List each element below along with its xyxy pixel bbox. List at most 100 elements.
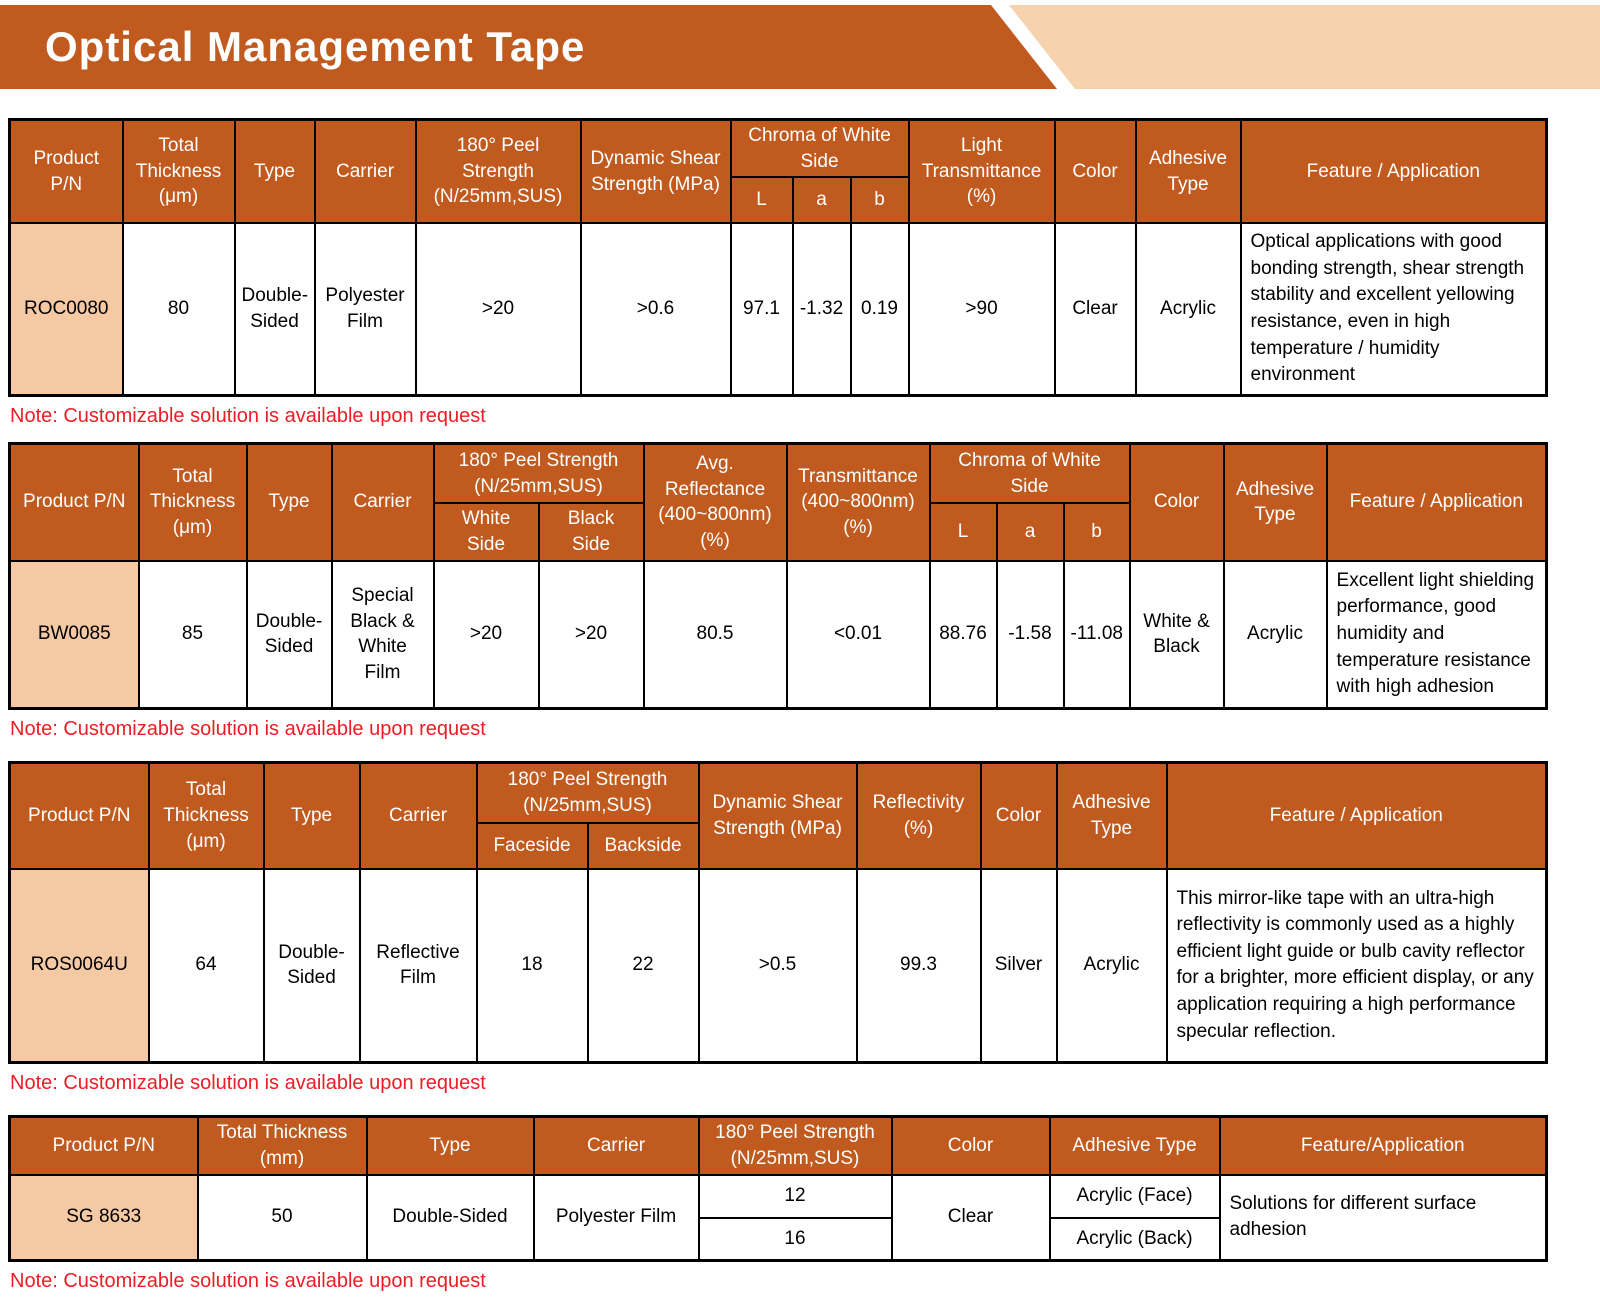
t4-header-carrier: Carrier bbox=[532, 1115, 700, 1176]
t2-header-chroma-L: L bbox=[928, 502, 998, 562]
t4-cell-color: Clear bbox=[890, 1173, 1051, 1262]
t1-header-shear: Dynamic Shear Strength (MPa) bbox=[579, 118, 732, 225]
t1-header-feature: Feature / Application bbox=[1239, 118, 1548, 225]
t2-header-color: Color bbox=[1128, 442, 1225, 562]
t2-cell-chroma-L: 88.76 bbox=[928, 559, 998, 710]
t2-header-peel-group: 180° Peel Strength (N/25mm,SUS) bbox=[432, 442, 645, 505]
spec-table-optical-clear: Product P/N Total Thickness (μm) Type Ca… bbox=[8, 118, 1549, 397]
t1-header-chroma-b: b bbox=[849, 176, 910, 225]
t1-header-chroma-group: Chroma of White Side bbox=[729, 118, 910, 179]
t2-cell-carrier: Special Black & White Film bbox=[330, 559, 435, 710]
table-row: ROS0064U 64 Double-Sided Reflective Film… bbox=[8, 867, 1548, 1064]
t3-header-feature: Feature / Application bbox=[1165, 761, 1548, 870]
t2-header-reflectance: Avg. Reflectance (400~800nm) (%) bbox=[642, 442, 788, 562]
table-row: BW0085 85 Double-Sided Special Black & W… bbox=[8, 559, 1548, 710]
t4-header-color: Color bbox=[890, 1115, 1051, 1176]
t2-cell-product: BW0085 bbox=[8, 559, 140, 710]
t3-header-thickness: Total Thickness (μm) bbox=[147, 761, 265, 870]
t1-cell-chroma-a: -1.32 bbox=[791, 222, 852, 397]
t1-cell-type: Double-Sided bbox=[233, 222, 316, 397]
t3-header-reflectivity: Reflectivity (%) bbox=[855, 761, 982, 870]
t3-cell-thickness: 64 bbox=[147, 867, 265, 1064]
t3-header-shear: Dynamic Shear Strength (MPa) bbox=[697, 761, 858, 870]
t2-header-chroma-group: Chroma of White Side bbox=[928, 442, 1131, 505]
t4-cell-feature: Solutions for different surface adhesion bbox=[1218, 1173, 1548, 1262]
t1-cell-carrier: Polyester Film bbox=[313, 222, 417, 397]
t4-header-peel: 180° Peel Strength (N/25mm,SUS) bbox=[697, 1115, 893, 1176]
t3-cell-peel-faceside: 18 bbox=[475, 867, 589, 1064]
t2-header-transmittance: Transmittance (400~800nm) (%) bbox=[785, 442, 931, 562]
t1-cell-adhesive: Acrylic bbox=[1134, 222, 1242, 397]
table-row: 16 Acrylic (Back) bbox=[9, 1216, 1547, 1262]
spec-table-reflective: Product P/N Total Thickness (μm) Type Ca… bbox=[8, 761, 1548, 1065]
t1-header-color: Color bbox=[1053, 118, 1137, 225]
spec-table-sg8633: Product P/N Total Thickness (mm) Type Ca… bbox=[8, 1115, 1548, 1263]
t3-header-product: Product P/N bbox=[8, 761, 150, 870]
t2-cell-peel-white: >20 bbox=[432, 559, 540, 710]
t2-header-thickness: Total Thickness (μm) bbox=[137, 442, 248, 562]
page-title: Optical Management Tape bbox=[45, 23, 586, 70]
t1-cell-product: ROC0080 bbox=[8, 222, 124, 397]
t1-cell-color: Clear bbox=[1053, 222, 1137, 397]
t2-cell-adhesive: Acrylic bbox=[1222, 559, 1328, 710]
t3-cell-type: Double-Sided bbox=[262, 867, 361, 1064]
t1-header-chroma-a: a bbox=[791, 176, 852, 225]
t3-header-peel-group: 180° Peel Strength (N/25mm,SUS) bbox=[475, 761, 700, 824]
t3-header-peel-faceside: Faceside bbox=[475, 821, 589, 870]
t2-header-carrier: Carrier bbox=[330, 442, 435, 562]
t3-cell-product: ROS0064U bbox=[8, 867, 150, 1064]
t1-header-product: Product P/N bbox=[8, 118, 124, 225]
t2-cell-color: White & Black bbox=[1128, 559, 1225, 710]
t3-header-type: Type bbox=[262, 761, 361, 870]
t1-header-peel: 180° Peel Strength (N/25mm,SUS) bbox=[414, 118, 582, 225]
t2-header-adhesive: Adhesive Type bbox=[1222, 442, 1328, 562]
t1-header-transmittance: Light Transmittance (%) bbox=[907, 118, 1056, 225]
t3-cell-reflectivity: 99.3 bbox=[855, 867, 982, 1064]
t3-cell-color: Silver bbox=[979, 867, 1058, 1064]
t1-cell-transmittance: >90 bbox=[907, 222, 1056, 397]
t1-header-chroma-L: L bbox=[729, 176, 794, 225]
note-under-table-4: Note: Customizable solution is available… bbox=[10, 1270, 486, 1293]
t4-cell-type: Double-Sided bbox=[365, 1173, 535, 1262]
t3-header-peel-backside: Backside bbox=[586, 821, 700, 870]
t4-header-type: Type bbox=[365, 1115, 535, 1176]
t2-header-feature: Feature / Application bbox=[1325, 442, 1548, 562]
spec-table-black-white: Product P/N Total Thickness (μm) Type Ca… bbox=[8, 441, 1549, 711]
t4-header-adhesive: Adhesive Type bbox=[1048, 1115, 1221, 1176]
t1-cell-chroma-L: 97.1 bbox=[729, 222, 794, 397]
t2-cell-type: Double-Sided bbox=[245, 559, 333, 710]
t3-cell-feature: This mirror-like tape with an ultra-high… bbox=[1165, 867, 1548, 1064]
t1-header-carrier: Carrier bbox=[313, 118, 417, 225]
t2-cell-chroma-b: -11.08 bbox=[1062, 559, 1131, 710]
t2-header-peel-black: Black Side bbox=[537, 502, 645, 562]
t4-cell-thickness: 50 bbox=[196, 1173, 368, 1262]
t4-cell-adhesive-face: Acrylic (Face) bbox=[1048, 1173, 1221, 1219]
banner-peach-shape bbox=[1009, 5, 1600, 89]
t2-header-chroma-a: a bbox=[995, 502, 1065, 562]
t3-header-carrier: Carrier bbox=[358, 761, 478, 870]
t1-header-type: Type bbox=[233, 118, 316, 225]
t1-cell-feature: Optical applications with good bonding s… bbox=[1239, 222, 1548, 397]
t3-header-color: Color bbox=[979, 761, 1058, 870]
t4-cell-carrier: Polyester Film bbox=[532, 1173, 700, 1262]
t1-cell-shear: >0.6 bbox=[579, 222, 732, 397]
t1-cell-peel: >20 bbox=[414, 222, 582, 397]
t2-cell-chroma-a: -1.58 bbox=[995, 559, 1065, 710]
t4-cell-peel-face: 12 bbox=[697, 1173, 893, 1219]
t2-cell-thickness: 85 bbox=[137, 559, 248, 710]
t2-cell-peel-black: >20 bbox=[537, 559, 645, 710]
t4-header-product: Product P/N bbox=[8, 1115, 199, 1176]
t2-header-peel-white: White Side bbox=[432, 502, 540, 562]
table-row: SG 8633 50 Double-Sided Polyester Film 1… bbox=[8, 1173, 1548, 1262]
t3-cell-adhesive: Acrylic bbox=[1055, 867, 1168, 1064]
t3-cell-peel-backside: 22 bbox=[586, 867, 700, 1064]
page-banner: Optical Management Tape bbox=[0, 5, 1600, 89]
t2-cell-transmittance: <0.01 bbox=[785, 559, 931, 710]
t3-header-adhesive: Adhesive Type bbox=[1055, 761, 1168, 870]
t4-cell-product: SG 8633 bbox=[8, 1173, 199, 1262]
t4-cell-peel-back: 16 bbox=[697, 1216, 893, 1262]
t4-header-thickness: Total Thickness (mm) bbox=[196, 1115, 368, 1176]
t2-cell-feature: Excellent light shielding performance, g… bbox=[1325, 559, 1548, 710]
t3-cell-carrier: Reflective Film bbox=[358, 867, 478, 1064]
t4-header-feature: Feature/Application bbox=[1218, 1115, 1548, 1176]
